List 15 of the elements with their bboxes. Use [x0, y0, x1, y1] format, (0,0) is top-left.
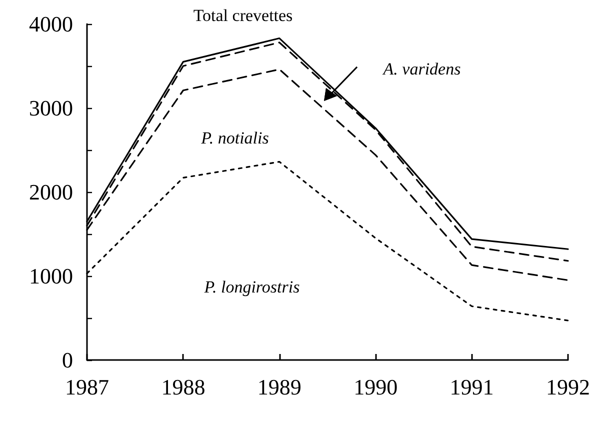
annotation: P. longirostris [203, 278, 300, 296]
y-tick-label: 3000 [29, 96, 73, 120]
annotation: P. notialis [200, 128, 270, 148]
x-tick-label: 1987 [65, 374, 109, 400]
x-tick-label: 1990 [354, 374, 398, 400]
y-tick-label: 4000 [29, 12, 73, 36]
x-tick-label: 1988 [161, 374, 206, 400]
x-tick-label: 1992 [546, 374, 590, 400]
x-tick-label: 1989 [257, 374, 302, 400]
y-tick-label: 1000 [29, 264, 73, 288]
annotation: A. varidens [382, 60, 462, 78]
y-tick-label: 0 [62, 348, 73, 372]
annotation: Total crevettes [193, 6, 293, 25]
x-tick-label: 1991 [450, 374, 494, 400]
y-tick-label: 2000 [29, 180, 73, 204]
